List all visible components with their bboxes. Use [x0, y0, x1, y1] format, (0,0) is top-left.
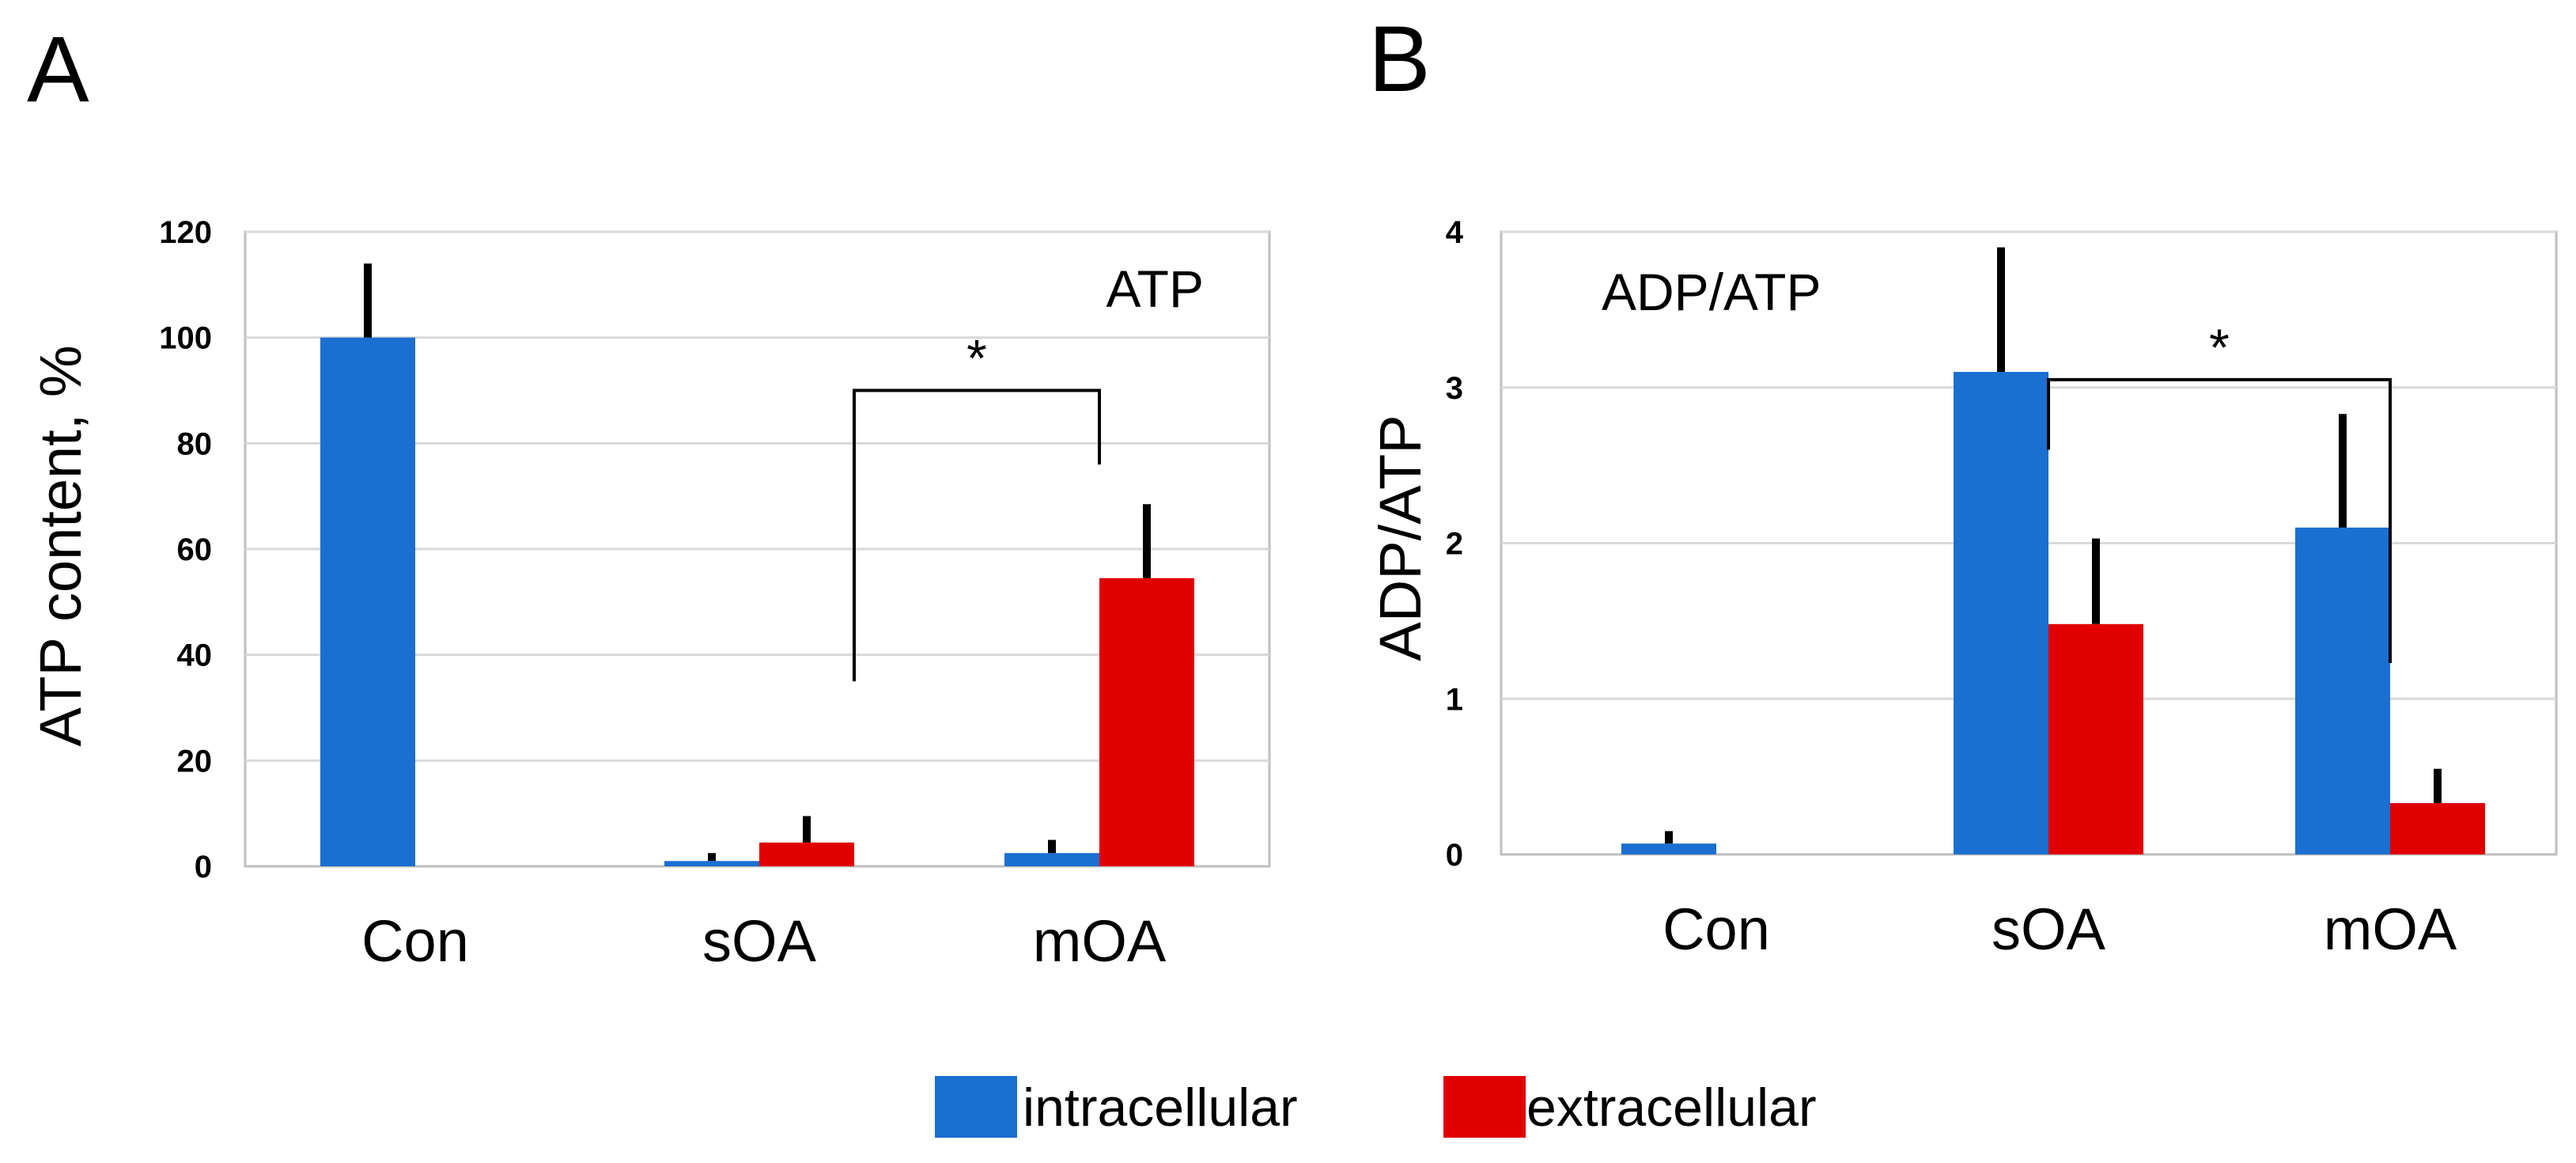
significance-star: *: [2209, 318, 2230, 377]
y-tick-label: 1: [1446, 682, 1463, 717]
category-label-con: Con: [361, 908, 469, 974]
bar-extracellular-moa: [1099, 578, 1194, 866]
bars-a: [320, 337, 1194, 867]
chart-a-inner-title: ATP: [1106, 259, 1204, 318]
category-label-soa: sOA: [1992, 896, 2106, 962]
y-tick-label: 2: [1446, 527, 1463, 562]
chart-b-y-axis-title: ADP/ATP: [1367, 415, 1433, 661]
bar-intracellular-soa: [1954, 372, 2048, 854]
y-tick-label: 100: [159, 321, 212, 356]
legend-label-intracellular: intracellular: [1023, 1078, 1298, 1138]
error-bars-b: [1665, 247, 2442, 844]
significance-b: *: [2047, 318, 2392, 663]
legend: intracellular extracellular: [935, 1076, 1817, 1138]
significance-bracket: [2047, 377, 2392, 663]
y-tick-label: 120: [159, 215, 212, 250]
y-tick-label: 20: [177, 744, 213, 778]
legend-swatch-intracellular: [935, 1076, 1017, 1138]
bar-intracellular-moa: [2295, 527, 2390, 854]
panel-label-b: B: [1368, 7, 1431, 112]
panel-label-a: A: [27, 17, 89, 122]
y-ticks-a: 0 20 40 60 80 100 120: [159, 215, 212, 885]
y-tick-label: 40: [177, 638, 213, 673]
category-label-con: Con: [1662, 896, 1770, 962]
legend-swatch-extracellular: [1443, 1076, 1526, 1138]
category-label-soa: sOA: [702, 908, 817, 974]
bar-intracellular-soa: [664, 861, 759, 866]
y-tick-label: 4: [1446, 215, 1464, 250]
y-tick-label: 60: [177, 532, 213, 567]
significance-star: *: [966, 329, 987, 388]
y-tick-label: 0: [195, 850, 212, 885]
x-categories-a: Con sOA mOA: [361, 908, 1167, 974]
category-label-moa: mOA: [1033, 908, 1167, 974]
error-bars-a: [364, 263, 1151, 862]
category-label-moa: mOA: [2324, 896, 2457, 962]
chart-a-y-axis-title: ATP content, %: [28, 345, 93, 746]
y-ticks-b: 0 1 2 3 4: [1446, 215, 1464, 873]
significance-a: *: [853, 329, 1101, 682]
chart-b: * 0 1 2 3 4 Con sOA mOA ADP/ATP ADP/ATP: [1367, 215, 2558, 962]
chart-b-inner-title: ADP/ATP: [1602, 263, 1821, 321]
y-tick-label: 0: [1446, 838, 1463, 873]
chart-a: * 0 20 40 60 80 100 120 Con sOA mOA ATP ATP cont…: [28, 215, 1271, 974]
bar-extracellular-moa: [2390, 803, 2485, 854]
legend-label-extracellular: extracellular: [1526, 1078, 1817, 1138]
bar-intracellular-moa: [1004, 853, 1099, 866]
bars-b: [1621, 372, 2485, 854]
y-tick-label: 3: [1446, 371, 1463, 406]
significance-bracket: [853, 388, 1101, 682]
bar-intracellular-con: [320, 337, 415, 867]
bar-intracellular-con: [1621, 843, 1716, 854]
bar-extracellular-soa: [759, 842, 854, 866]
x-categories-b: Con sOA mOA: [1662, 896, 2457, 962]
y-tick-label: 80: [177, 426, 213, 461]
bar-extracellular-soa: [2048, 623, 2143, 854]
